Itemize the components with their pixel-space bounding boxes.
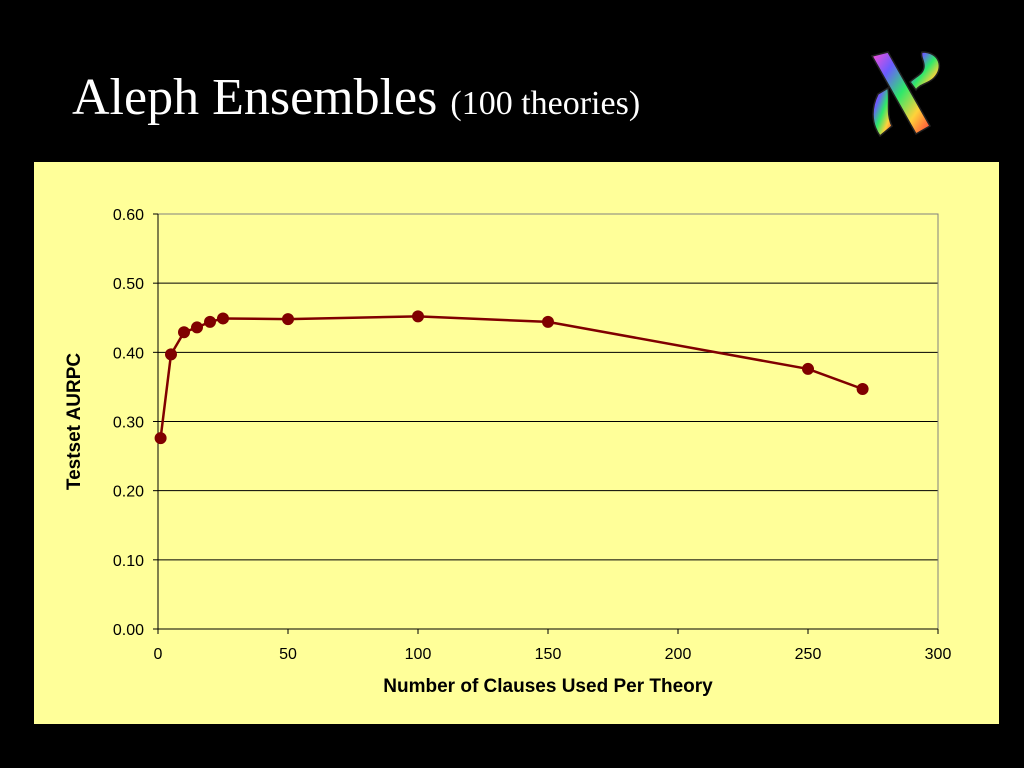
y-tick-label: 0.30: [113, 415, 144, 432]
data-point: [165, 348, 177, 361]
y-tick-label: 0.20: [113, 484, 144, 501]
x-tick-label: 50: [279, 646, 297, 663]
data-point: [178, 326, 190, 339]
y-tick-label: 0.60: [113, 207, 144, 224]
chart-panel: 0 50 100 150 200 250 300 0.00 0.10 0.20 0.30 0.40 0…: [34, 162, 999, 724]
y-tick-label: 0.00: [113, 622, 144, 639]
y-axis-title: Testset AURPC: [64, 353, 85, 491]
data-point: [154, 432, 167, 445]
data-point: [412, 310, 424, 323]
series-layer: [154, 310, 869, 445]
x-tick-label: 100: [405, 646, 432, 663]
y-axis-ticks: 0.00 0.10 0.20 0.30 0.40 0.50 0.60: [113, 207, 158, 639]
data-point: [204, 315, 216, 328]
data-point: [856, 382, 869, 395]
aleph-logo-icon: [858, 44, 946, 144]
x-tick-label: 300: [925, 646, 952, 663]
x-axis-ticks: 0 50 100 150 200 250 300: [154, 629, 952, 663]
title-main: Aleph Ensembles: [72, 69, 438, 126]
data-point: [191, 321, 203, 334]
series-line: [159, 315, 864, 439]
x-tick-label: 0: [154, 646, 163, 663]
slide-title: Aleph Ensembles (100 theories): [72, 72, 640, 124]
y-tick-label: 0.50: [113, 276, 144, 293]
gridlines: [158, 213, 938, 561]
x-tick-label: 250: [795, 646, 822, 663]
x-tick-label: 150: [535, 646, 562, 663]
data-point: [282, 313, 294, 326]
data-point: [542, 315, 554, 328]
title-subtitle: (100 theories): [450, 85, 641, 122]
y-tick-label: 0.10: [113, 553, 144, 570]
y-tick-label: 0.40: [113, 345, 144, 362]
line-chart: 0 50 100 150 200 250 300 0.000.100.200.300.400…: [64, 207, 952, 697]
data-point: [217, 312, 229, 325]
data-point: [802, 362, 814, 375]
x-tick-label: 200: [665, 646, 692, 663]
x-axis-title: Number of Clauses Used Per Theory: [383, 676, 713, 697]
